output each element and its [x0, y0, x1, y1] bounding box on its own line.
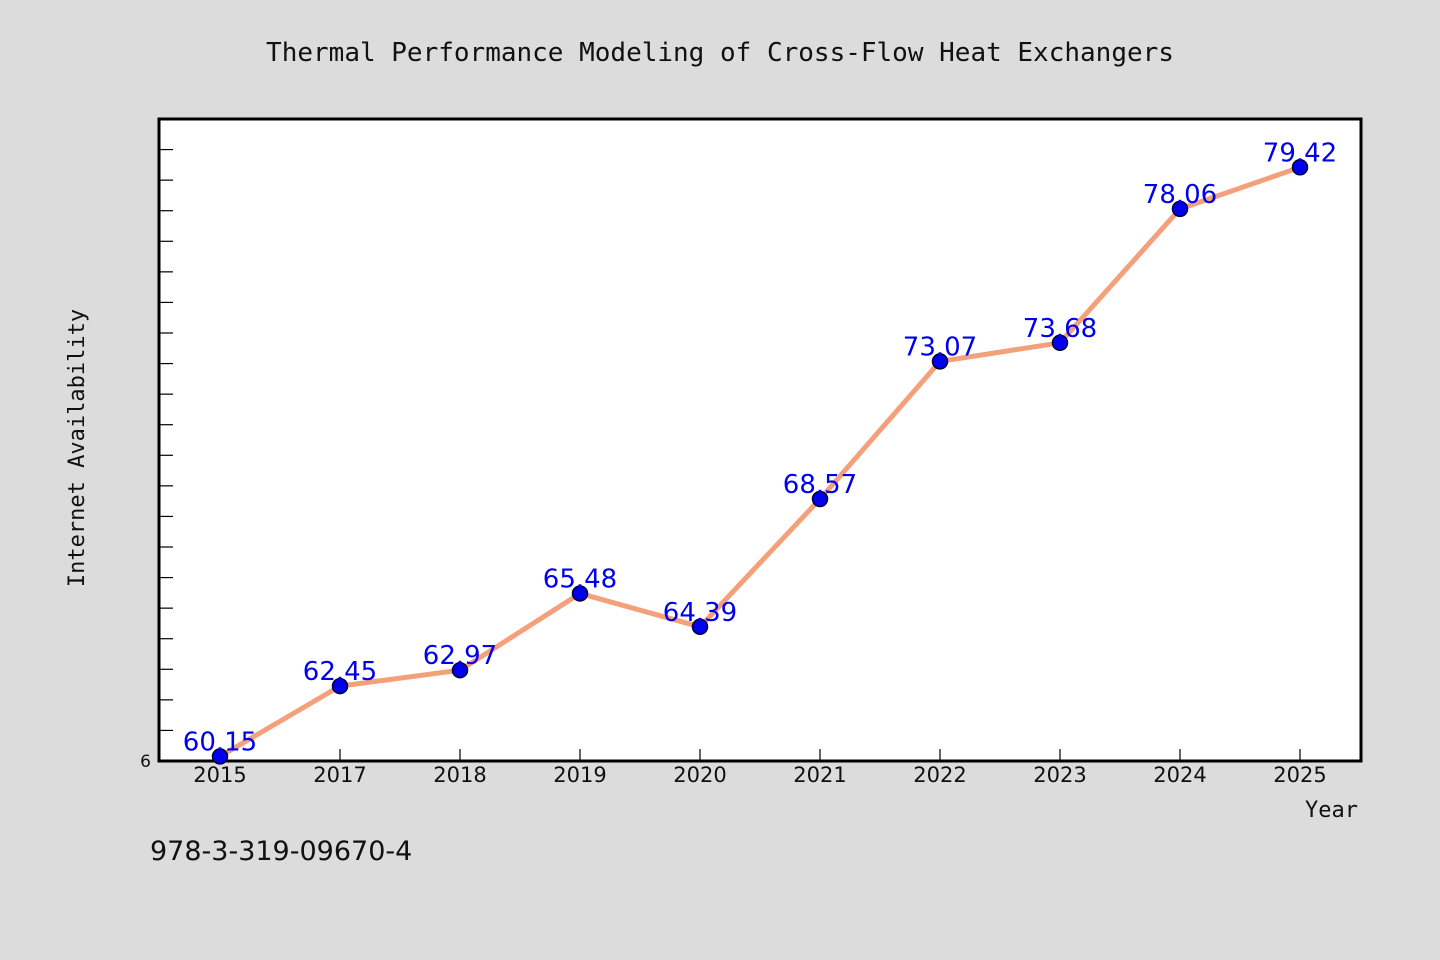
x-tick-label: 2017	[313, 763, 366, 787]
y-tick-label: 6	[140, 752, 151, 772]
series-layer: 60.15 62.45 62.97 65.48 64.39 68.57 73.07 73.68…	[183, 138, 1337, 765]
y-axis-title: Internet Availability	[65, 309, 90, 587]
x-tick-label: 2020	[673, 763, 726, 787]
x-tick-label: 2021	[793, 763, 846, 787]
chart-title: Thermal Performance Modeling of Cross-Fl…	[266, 38, 1174, 68]
x-tick-label: 2024	[1153, 763, 1206, 787]
data-label: 73.07	[903, 332, 977, 362]
x-tick-label: 2019	[553, 763, 606, 787]
data-point	[931, 353, 949, 370]
data-point	[1051, 334, 1069, 352]
x-tick-label: 2022	[913, 763, 966, 787]
data-point	[691, 618, 709, 636]
y-axis-ticks	[159, 148, 173, 762]
data-point	[451, 661, 469, 679]
x-axis-tick-labels: 2015 2017 2018 2019 2020 2021 2022 2023 2024 2025	[193, 763, 1326, 787]
data-label: 73.68	[1023, 314, 1097, 344]
data-point	[1291, 159, 1309, 176]
data-label: 62.45	[303, 657, 377, 687]
data-label: 65.48	[543, 564, 617, 594]
x-tick-label: 2023	[1033, 763, 1086, 787]
data-label: 60.15	[183, 727, 257, 757]
isbn-text: 978-3-319-09670-4	[150, 836, 413, 867]
data-label: 62.97	[423, 641, 497, 671]
data-label: 68.57	[783, 470, 857, 500]
x-tick-label: 2015	[193, 763, 246, 787]
data-point	[811, 490, 829, 508]
series-line	[217, 164, 1303, 759]
data-point	[571, 585, 589, 602]
x-tick-label: 2025	[1273, 763, 1326, 787]
y-axis-tick-labels: 6	[140, 752, 151, 772]
plot-area	[157, 117, 1363, 763]
x-tick-label: 2018	[433, 763, 486, 787]
data-point	[331, 677, 349, 695]
data-point	[1171, 200, 1189, 218]
data-label: 79.42	[1263, 138, 1337, 168]
data-label: 78.06	[1143, 180, 1217, 210]
data-point	[211, 748, 229, 765]
data-label: 64.39	[663, 598, 737, 628]
x-axis-title: Year	[1305, 798, 1358, 823]
